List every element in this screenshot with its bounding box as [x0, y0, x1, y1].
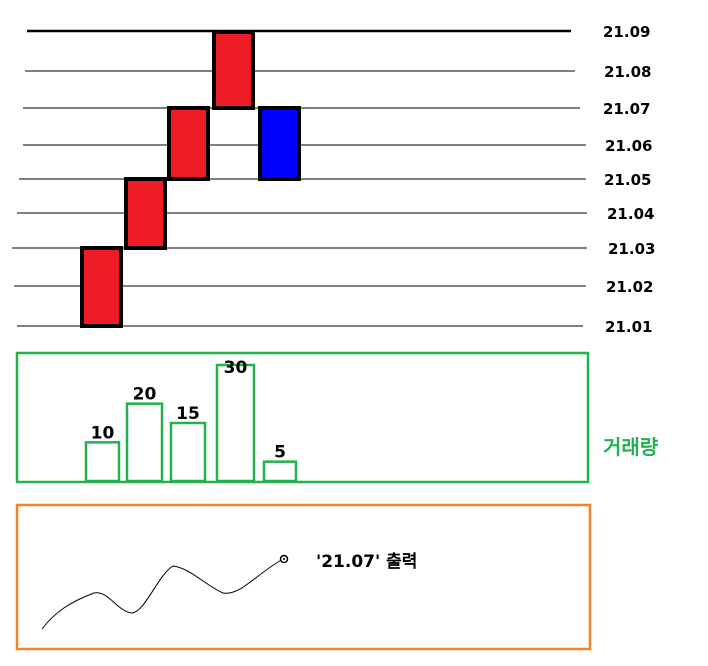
price-chart: 21.01 21.02 21.03 21.04 21.05 21.06 21.07 21.08…: [12, 23, 655, 336]
price-axis-label: 21.06: [605, 137, 652, 155]
price-axis-label: 21.05: [604, 171, 651, 189]
volume-bar-label: 30: [224, 358, 248, 378]
output-endpoint-dot: [283, 558, 285, 560]
up-candle: [212, 30, 255, 110]
price-axis-label: 21.08: [604, 63, 651, 81]
price-axis-labels: 21.01 21.02 21.03 21.04 21.05 21.06 21.07 21.08…: [603, 23, 655, 336]
volume-bar-label: 10: [91, 423, 115, 443]
volume-bar: [169, 421, 207, 483]
up-candle: [80, 246, 123, 328]
price-axis-label: 21.07: [603, 100, 650, 118]
volume-panel-frame: [15, 351, 590, 484]
candlesticks: [80, 30, 301, 328]
up-candle: [167, 106, 210, 181]
price-axis-label: 21.09: [603, 23, 650, 41]
volume-bar-label: 15: [176, 404, 200, 424]
output-panel-frame: [15, 503, 592, 651]
volume-panel-label: 거래량: [603, 435, 659, 459]
price-axis-label: 21.04: [607, 205, 654, 223]
price-axis-label: 21.03: [608, 240, 655, 258]
volume-bar: [215, 363, 256, 483]
price-axis-label: 21.02: [606, 278, 653, 296]
output-note: '21.07' 출력: [316, 552, 417, 572]
volume-bars: 10 20 15 30 5: [84, 358, 298, 483]
output-panel: '21.07' 출력: [15, 503, 592, 651]
output-curve: [41, 558, 284, 630]
volume-bar-label: 20: [133, 385, 157, 405]
up-candle: [124, 177, 167, 250]
volume-bar: [262, 460, 298, 483]
down-candle: [258, 106, 301, 181]
volume-panel: 10 20 15 30 5 거래량: [15, 351, 659, 484]
volume-bar-label: 5: [274, 443, 286, 463]
volume-bar: [125, 402, 164, 483]
price-axis-label: 21.01: [605, 318, 652, 336]
volume-bar: [84, 441, 121, 483]
